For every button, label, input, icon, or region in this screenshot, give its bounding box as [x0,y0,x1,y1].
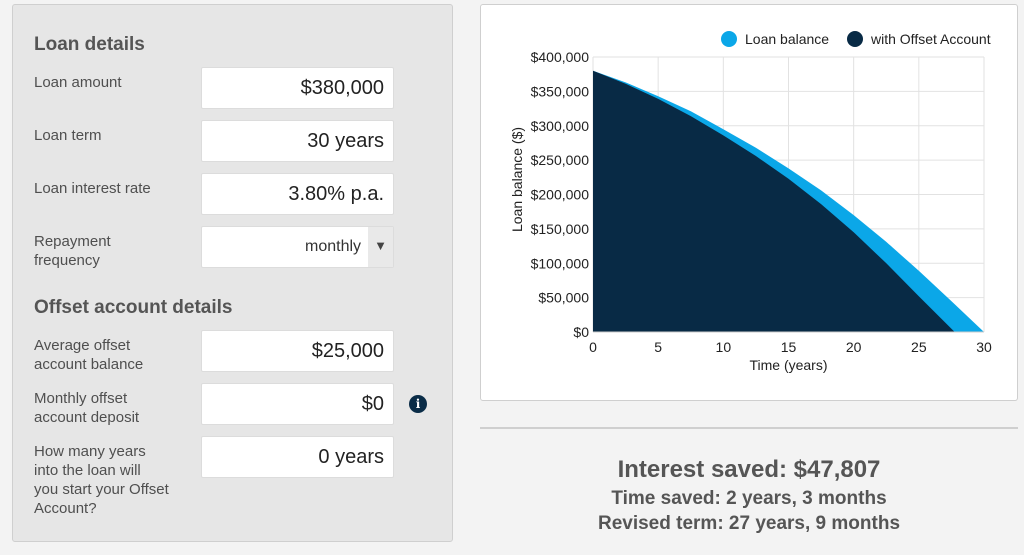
x-tick-label: 5 [654,339,662,355]
x-axis-title: Time (years) [749,357,827,373]
y-axis-title: Loan balance ($) [509,127,525,232]
offset-start-years-input[interactable] [201,436,394,478]
offset-balance-label: Average offset account balance [34,336,143,374]
y-tick-label: $50,000 [538,290,589,306]
chart-canvas: $0 $50,000 $100,000 $150,000 $200,000 $250,00… [509,49,992,373]
legend-item-loan-balance[interactable]: Loan balance [721,31,829,47]
y-tick-label: $150,000 [531,221,590,237]
info-icon[interactable]: i [409,395,427,413]
x-tick-label: 25 [911,339,927,355]
time-saved-result: Time saved: 2 years, 3 months [611,488,887,509]
legend-item-offset[interactable]: with Offset Account [847,31,991,47]
repayment-frequency-label-line2: frequency [34,252,100,269]
x-tick-label: 10 [716,339,732,355]
x-tick-label: 15 [781,339,797,355]
interest-saved-result: Interest saved: $47,807 [617,456,881,483]
results-divider [480,427,1018,429]
offset-start-label-line1: How many years [34,443,146,460]
y-tick-label: $400,000 [531,49,590,65]
loan-details-heading: Loan details [34,34,145,55]
loan-balance-chart: $0 $50,000 $100,000 $150,000 $200,000 $250,00… [480,4,1018,401]
legend-label-loan-balance: Loan balance [745,31,830,47]
y-tick-label: $200,000 [531,187,590,203]
legend-marker-loan-balance [721,31,737,47]
offset-balance-label-line2: account balance [34,356,144,373]
y-tick-label: $100,000 [531,255,590,271]
interest-rate-input[interactable] [201,173,394,215]
x-tick-label: 0 [589,339,597,355]
offset-deposit-input[interactable] [201,383,394,425]
loan-form-panel: Loan details Loan amount Loan term Loan … [12,4,453,542]
repayment-frequency-select[interactable]: monthly ▼ [201,226,394,268]
revised-term-result: Revised term: 27 years, 9 months [597,513,901,534]
offset-start-label-line2: into the loan will [34,462,141,479]
y-tick-label: $250,000 [531,152,590,168]
x-tick-label: 20 [846,339,862,355]
area-offset [593,70,955,333]
offset-deposit-label: Monthly offset account deposit [34,389,139,427]
y-tick-label: $300,000 [531,118,590,134]
offset-deposit-label-line2: account deposit [34,409,140,426]
loan-term-label: Loan term [34,127,102,144]
offset-details-heading: Offset account details [34,297,233,318]
offset-balance-label-line1: Average offset [34,337,131,354]
y-tick-label: $0 [573,324,589,340]
repayment-frequency-label: Repayment frequency [34,232,111,270]
chevron-down-icon[interactable]: ▼ [368,227,393,267]
offset-balance-input[interactable] [201,330,394,372]
legend-label-offset: with Offset Account [871,31,991,47]
offset-deposit-label-line1: Monthly offset [34,390,128,407]
x-tick-label: 30 [976,339,992,355]
loan-amount-label: Loan amount [34,74,122,91]
repayment-frequency-value: monthly [305,238,362,255]
interest-rate-label: Loan interest rate [34,180,151,197]
repayment-frequency-label-line1: Repayment [34,233,111,250]
offset-start-label-line3: you start your Offset [34,481,169,498]
loan-amount-input[interactable] [201,67,394,109]
offset-start-years-label: How many years into the loan will you st… [34,442,169,518]
legend-marker-offset [847,31,863,47]
loan-term-input[interactable] [201,120,394,162]
offset-start-label-line4: Account? [34,500,97,517]
y-tick-label: $350,000 [531,83,590,99]
